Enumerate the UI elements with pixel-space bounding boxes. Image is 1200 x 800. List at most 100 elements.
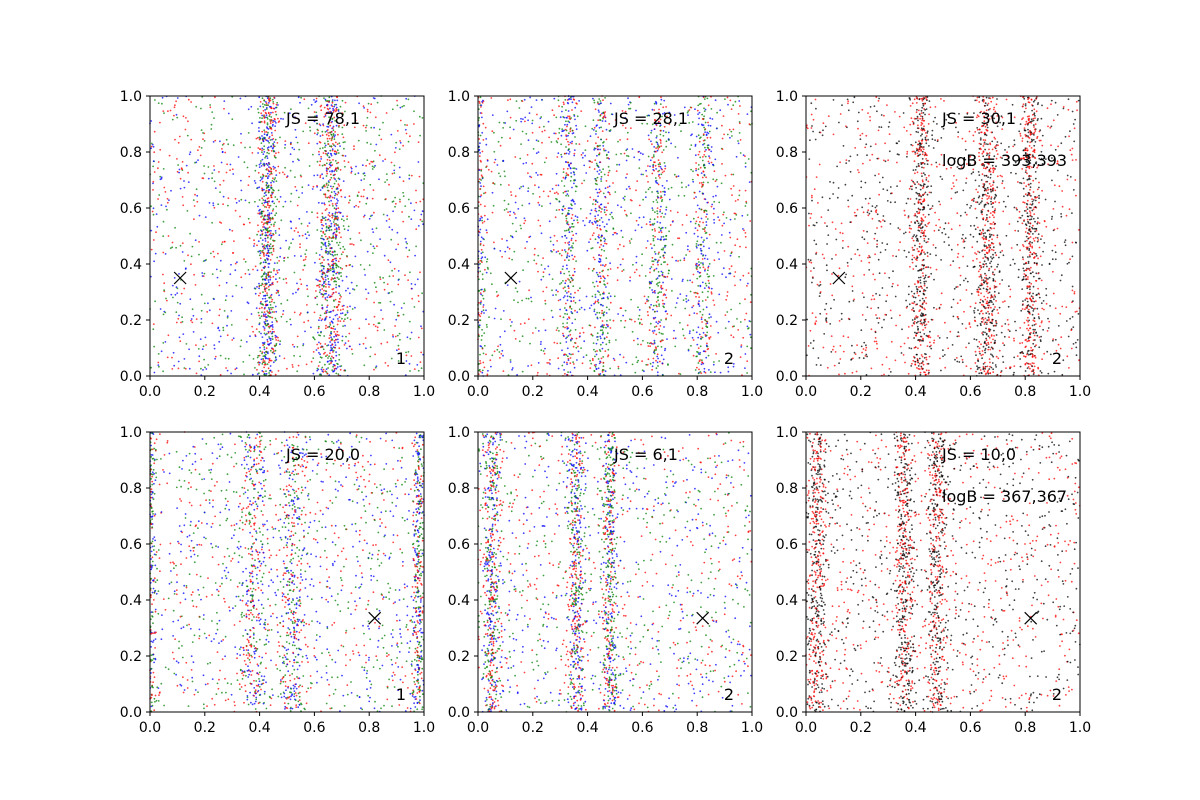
- scatter-point: [304, 122, 307, 124]
- scatter-point: [649, 267, 652, 270]
- scatter-point: [572, 171, 575, 173]
- scatter-point: [332, 292, 335, 294]
- scatter-point: [399, 338, 401, 341]
- scatter-point: [332, 143, 334, 145]
- scatter-point: [152, 239, 155, 241]
- scatter-point: [568, 115, 571, 118]
- scatter-point: [365, 288, 367, 291]
- scatter-point: [334, 131, 336, 133]
- scatter-point: [334, 344, 337, 346]
- scatter-point: [565, 138, 568, 141]
- scatter-point: [150, 145, 153, 148]
- scatter-point: [659, 209, 662, 211]
- scatter-point: [616, 279, 619, 282]
- scatter-point: [162, 313, 165, 316]
- scatter-point: [599, 275, 602, 278]
- scatter-point: [259, 346, 261, 349]
- scatter-point: [318, 164, 321, 167]
- scatter-point: [192, 199, 195, 202]
- scatter-point: [153, 345, 156, 348]
- scatter-point: [690, 344, 692, 347]
- scatter-point: [262, 370, 265, 373]
- scatter-point: [568, 295, 571, 298]
- scatter-point: [626, 138, 629, 141]
- scatter-point: [695, 245, 698, 248]
- scatter-point: [353, 112, 356, 114]
- scatter-point: [315, 97, 318, 100]
- scatter-point: [657, 365, 659, 367]
- scatter-point: [521, 204, 524, 207]
- scatter-point: [659, 118, 662, 121]
- scatter-point: [709, 124, 712, 127]
- scatter-point: [336, 330, 339, 333]
- scatter-point: [414, 254, 416, 257]
- scatter-point: [355, 165, 357, 168]
- scatter-point: [522, 185, 525, 188]
- scatter-point: [560, 153, 563, 156]
- scatter-point: [734, 271, 737, 273]
- scatter-point: [616, 163, 618, 166]
- scatter-point: [316, 229, 319, 231]
- scatter-point: [684, 337, 686, 340]
- scatter-point: [333, 268, 335, 270]
- scatter-point: [559, 298, 562, 301]
- scatter-point: [593, 126, 596, 129]
- scatter-point: [251, 122, 254, 125]
- scatter-point: [336, 276, 339, 279]
- scatter-point: [190, 318, 193, 320]
- scatter-point: [261, 251, 264, 253]
- scatter-point: [602, 192, 605, 195]
- scatter-point: [248, 175, 251, 178]
- scatter-point: [336, 99, 339, 102]
- scatter-point: [480, 310, 483, 313]
- scatter-point: [178, 273, 180, 275]
- scatter-point: [174, 293, 177, 296]
- scatter-point: [695, 162, 697, 164]
- scatter-point: [568, 259, 570, 262]
- scatter-point: [617, 140, 619, 143]
- scatter-point: [596, 300, 599, 303]
- scatter-point: [334, 160, 337, 162]
- scatter-point: [406, 255, 409, 258]
- scatter-point: [313, 111, 316, 113]
- scatter-point: [374, 149, 376, 152]
- scatter-point: [233, 240, 235, 243]
- scatter-point: [566, 355, 569, 358]
- scatter-point: [410, 174, 413, 177]
- scatter-point: [566, 123, 569, 126]
- scatter-point: [172, 351, 175, 354]
- scatter-point: [562, 280, 564, 282]
- scatter-point: [479, 217, 482, 220]
- scatter-point: [344, 101, 347, 104]
- scatter-point: [349, 318, 352, 321]
- scatter-point: [514, 213, 516, 215]
- scatter-point: [562, 296, 565, 299]
- scatter-point: [337, 320, 340, 322]
- scatter-point: [171, 241, 174, 244]
- scatter-point: [653, 326, 656, 328]
- scatter-point: [342, 325, 344, 327]
- scatter-point: [744, 205, 747, 207]
- scatter-point: [178, 171, 181, 174]
- scatter-point: [200, 318, 203, 320]
- scatter-point: [744, 367, 746, 369]
- scatter-point: [375, 365, 378, 368]
- scatter-point: [554, 216, 557, 219]
- scatter-point: [325, 223, 327, 225]
- scatter-point: [705, 134, 708, 137]
- scatter-point: [641, 122, 644, 125]
- scatter-point: [543, 352, 546, 355]
- scatter-point: [198, 214, 201, 217]
- scatter-point: [567, 195, 570, 197]
- scatter-point: [338, 231, 341, 234]
- scatter-point: [568, 231, 571, 234]
- scatter-point: [566, 313, 569, 315]
- scatter-point: [329, 164, 332, 167]
- scatter-point: [703, 126, 705, 129]
- scatter-point: [654, 316, 657, 319]
- scatter-point: [293, 255, 296, 257]
- scatter-point: [594, 182, 597, 185]
- scatter-point: [345, 335, 347, 338]
- scatter-point: [175, 246, 178, 249]
- scatter-point: [657, 345, 659, 348]
